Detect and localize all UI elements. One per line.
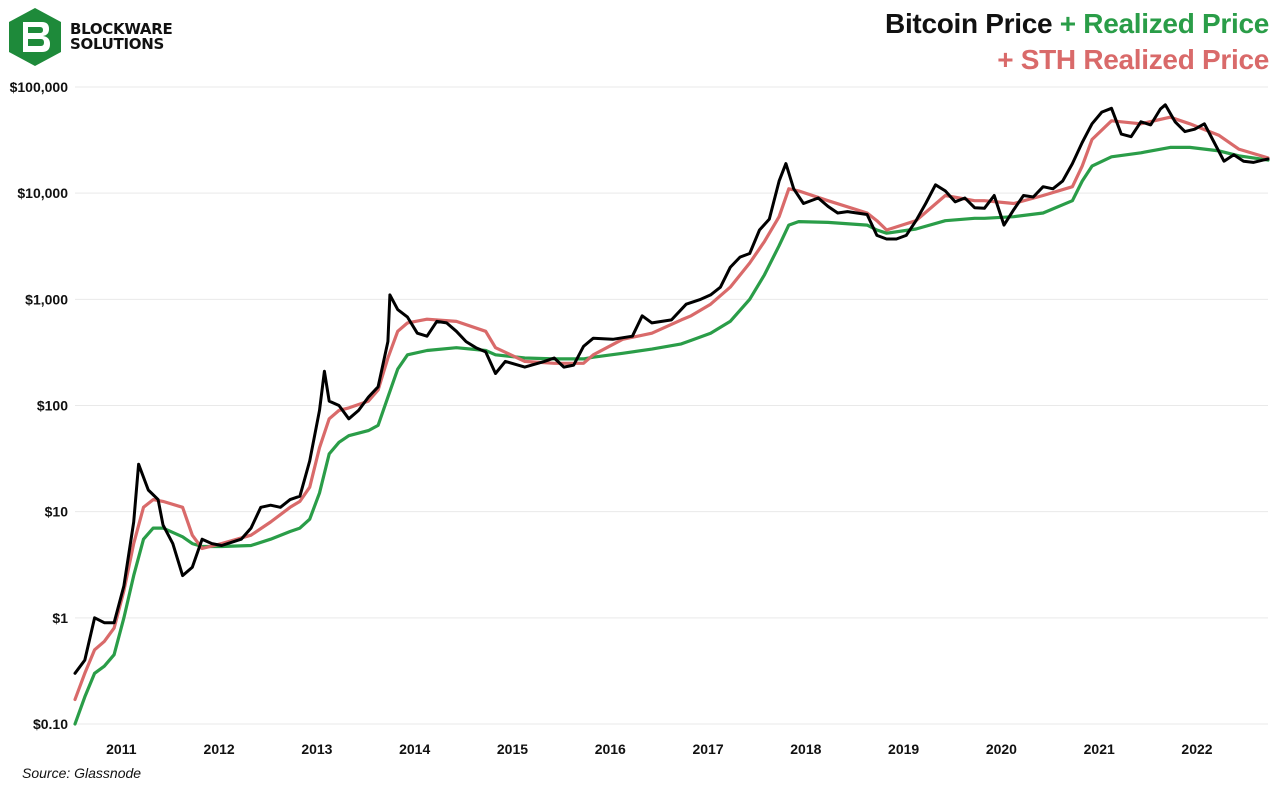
- series-bitcoin-price: [73, 103, 1270, 675]
- title-bitcoin-price: Bitcoin Price: [885, 8, 1053, 39]
- chart-title: Bitcoin Price + Realized Price + STH Rea…: [885, 6, 1269, 78]
- x-tick-label: 2013: [301, 741, 332, 757]
- x-tick-label: 2020: [986, 741, 1017, 757]
- y-tick-label: $0.10: [33, 716, 68, 732]
- x-tick-label: 2021: [1084, 741, 1115, 757]
- source-note: Source: Glassnode: [22, 765, 142, 781]
- x-tick-label: 2011: [106, 741, 137, 757]
- x-tick-label: 2014: [399, 741, 430, 757]
- x-axis-ticks: 2011 2012 2013 2014 2015 2016 2017 2018 2019 2020…: [106, 741, 1213, 757]
- grid: [75, 86, 1268, 725]
- x-tick-label: 2016: [595, 741, 626, 757]
- title-sth-realized-price: + STH Realized Price: [997, 44, 1269, 75]
- y-tick-label: $1,000: [25, 291, 68, 307]
- y-tick-label: $100,000: [10, 79, 69, 95]
- y-tick-label: $10: [45, 504, 69, 520]
- x-tick-label: 2012: [204, 741, 235, 757]
- x-tick-label: 2022: [1181, 741, 1212, 757]
- brand-logo: BLOCKWARE SOLUTIONS: [6, 6, 173, 68]
- brand-name-line2: SOLUTIONS: [70, 35, 164, 53]
- title-realized-price: + Realized Price: [1059, 8, 1270, 39]
- y-axis-ticks: $0.10 $1 $10 $100 $1,000 $10,000 $100,000: [10, 79, 69, 732]
- x-tick-label: 2019: [888, 741, 919, 757]
- y-tick-label: $1: [52, 610, 68, 626]
- x-tick-label: 2018: [790, 741, 821, 757]
- y-tick-label: $10,000: [17, 185, 68, 201]
- series-lines: [73, 103, 1270, 726]
- brand-name-line1: BLOCKWARE: [70, 20, 173, 38]
- x-tick-label: 2015: [497, 741, 528, 757]
- series-realized-price: [73, 145, 1270, 726]
- blockware-logo-icon: [9, 8, 61, 66]
- x-tick-label: 2017: [692, 741, 723, 757]
- y-tick-label: $100: [37, 398, 68, 414]
- series-sth-realized-price: [73, 115, 1270, 702]
